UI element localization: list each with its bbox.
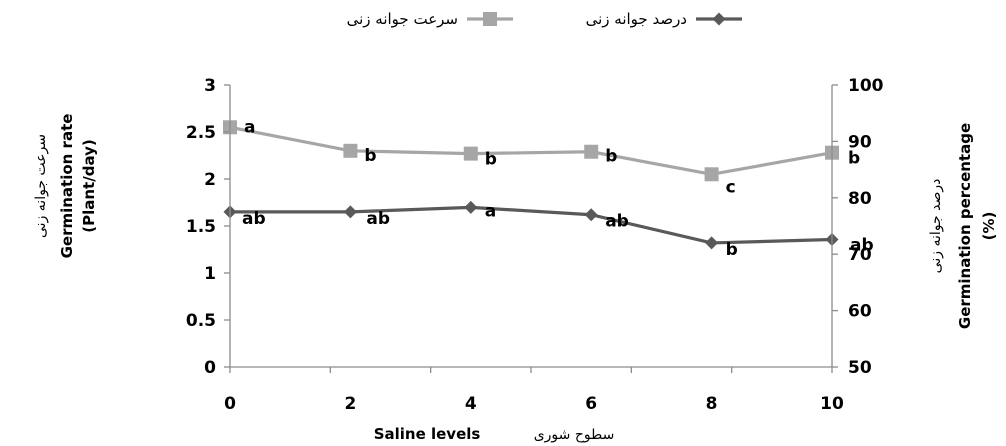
left-tick-label: 1 bbox=[204, 264, 216, 284]
legend-item: سرعت جوانه زنی bbox=[347, 10, 513, 28]
legend-label: درصد جوانه زنی bbox=[586, 10, 687, 28]
x-tick-label: 8 bbox=[706, 394, 718, 414]
point-label: ab bbox=[850, 236, 874, 256]
left-tick-label: 0.5 bbox=[186, 311, 216, 331]
point-label: a bbox=[485, 201, 496, 221]
legend: سرعت جوانه زنی درصد جوانه زنی bbox=[347, 10, 742, 28]
data-point bbox=[343, 143, 358, 158]
point-label: ab bbox=[242, 209, 266, 229]
right-tick-label: 50 bbox=[848, 358, 872, 378]
data-point bbox=[343, 205, 357, 219]
point-label: b bbox=[726, 240, 738, 260]
legend-item: درصد جوانه زنی bbox=[586, 10, 742, 28]
left-axis-title-fa: سرعت جوانه زنی bbox=[33, 134, 49, 238]
point-label: a bbox=[244, 117, 255, 137]
x-axis-title-fa: سطوح شوری bbox=[534, 427, 615, 443]
series-square: a b b b c b bbox=[223, 117, 860, 197]
series-line bbox=[230, 205, 833, 245]
x-axis-title-en: Saline levels bbox=[374, 425, 481, 443]
series-line bbox=[229, 125, 833, 176]
x-tick-label: 4 bbox=[465, 394, 477, 414]
legend-marker bbox=[712, 12, 726, 26]
point-label: c bbox=[726, 177, 736, 197]
axes: 0 0.5 1 1.5 2 2.5 3 50 60 70 80 90 100 0 2 4 6 8 10 bbox=[186, 76, 884, 414]
point-label: b bbox=[364, 146, 376, 166]
right-tick-label: 60 bbox=[848, 302, 872, 322]
right-tick-label: 100 bbox=[848, 76, 884, 96]
x-tick-label: 6 bbox=[585, 394, 597, 414]
data-point bbox=[705, 236, 719, 250]
right-axis-title-line1: Germination percentage bbox=[956, 123, 974, 329]
legend-marker bbox=[483, 12, 497, 26]
left-tick-label: 0 bbox=[204, 358, 216, 378]
x-tick-label: 2 bbox=[344, 394, 356, 414]
right-tick-label: 90 bbox=[848, 132, 872, 152]
data-point bbox=[584, 144, 599, 159]
x-tick-label: 0 bbox=[224, 394, 236, 414]
right-axis-title-line2: (%) bbox=[980, 212, 998, 241]
series-diamond: ab ab a ab b ab bbox=[223, 200, 874, 260]
right-tick-label: 70 bbox=[848, 245, 872, 265]
point-label: ab bbox=[605, 212, 629, 232]
data-point bbox=[464, 200, 478, 214]
left-tick-label: 1.5 bbox=[186, 217, 216, 237]
point-label: b bbox=[605, 147, 617, 167]
left-tick-label: 2 bbox=[204, 170, 216, 190]
data-point bbox=[584, 208, 598, 222]
point-label: ab bbox=[366, 209, 390, 229]
left-axis-title-line2: (Plant/day) bbox=[80, 139, 98, 232]
data-point bbox=[463, 146, 478, 161]
data-point bbox=[704, 167, 719, 182]
legend-label: سرعت جوانه زنی bbox=[347, 10, 458, 28]
right-tick-label: 80 bbox=[848, 189, 872, 209]
left-tick-label: 2.5 bbox=[186, 123, 216, 143]
left-tick-label: 3 bbox=[204, 76, 216, 96]
point-label: b bbox=[848, 149, 860, 169]
x-tick-label: 10 bbox=[820, 394, 844, 414]
point-label: b bbox=[485, 150, 497, 170]
left-axis-title-line1: Germination rate bbox=[58, 114, 76, 259]
right-axis-title-fa: درصد جوانه زنی bbox=[928, 179, 944, 274]
